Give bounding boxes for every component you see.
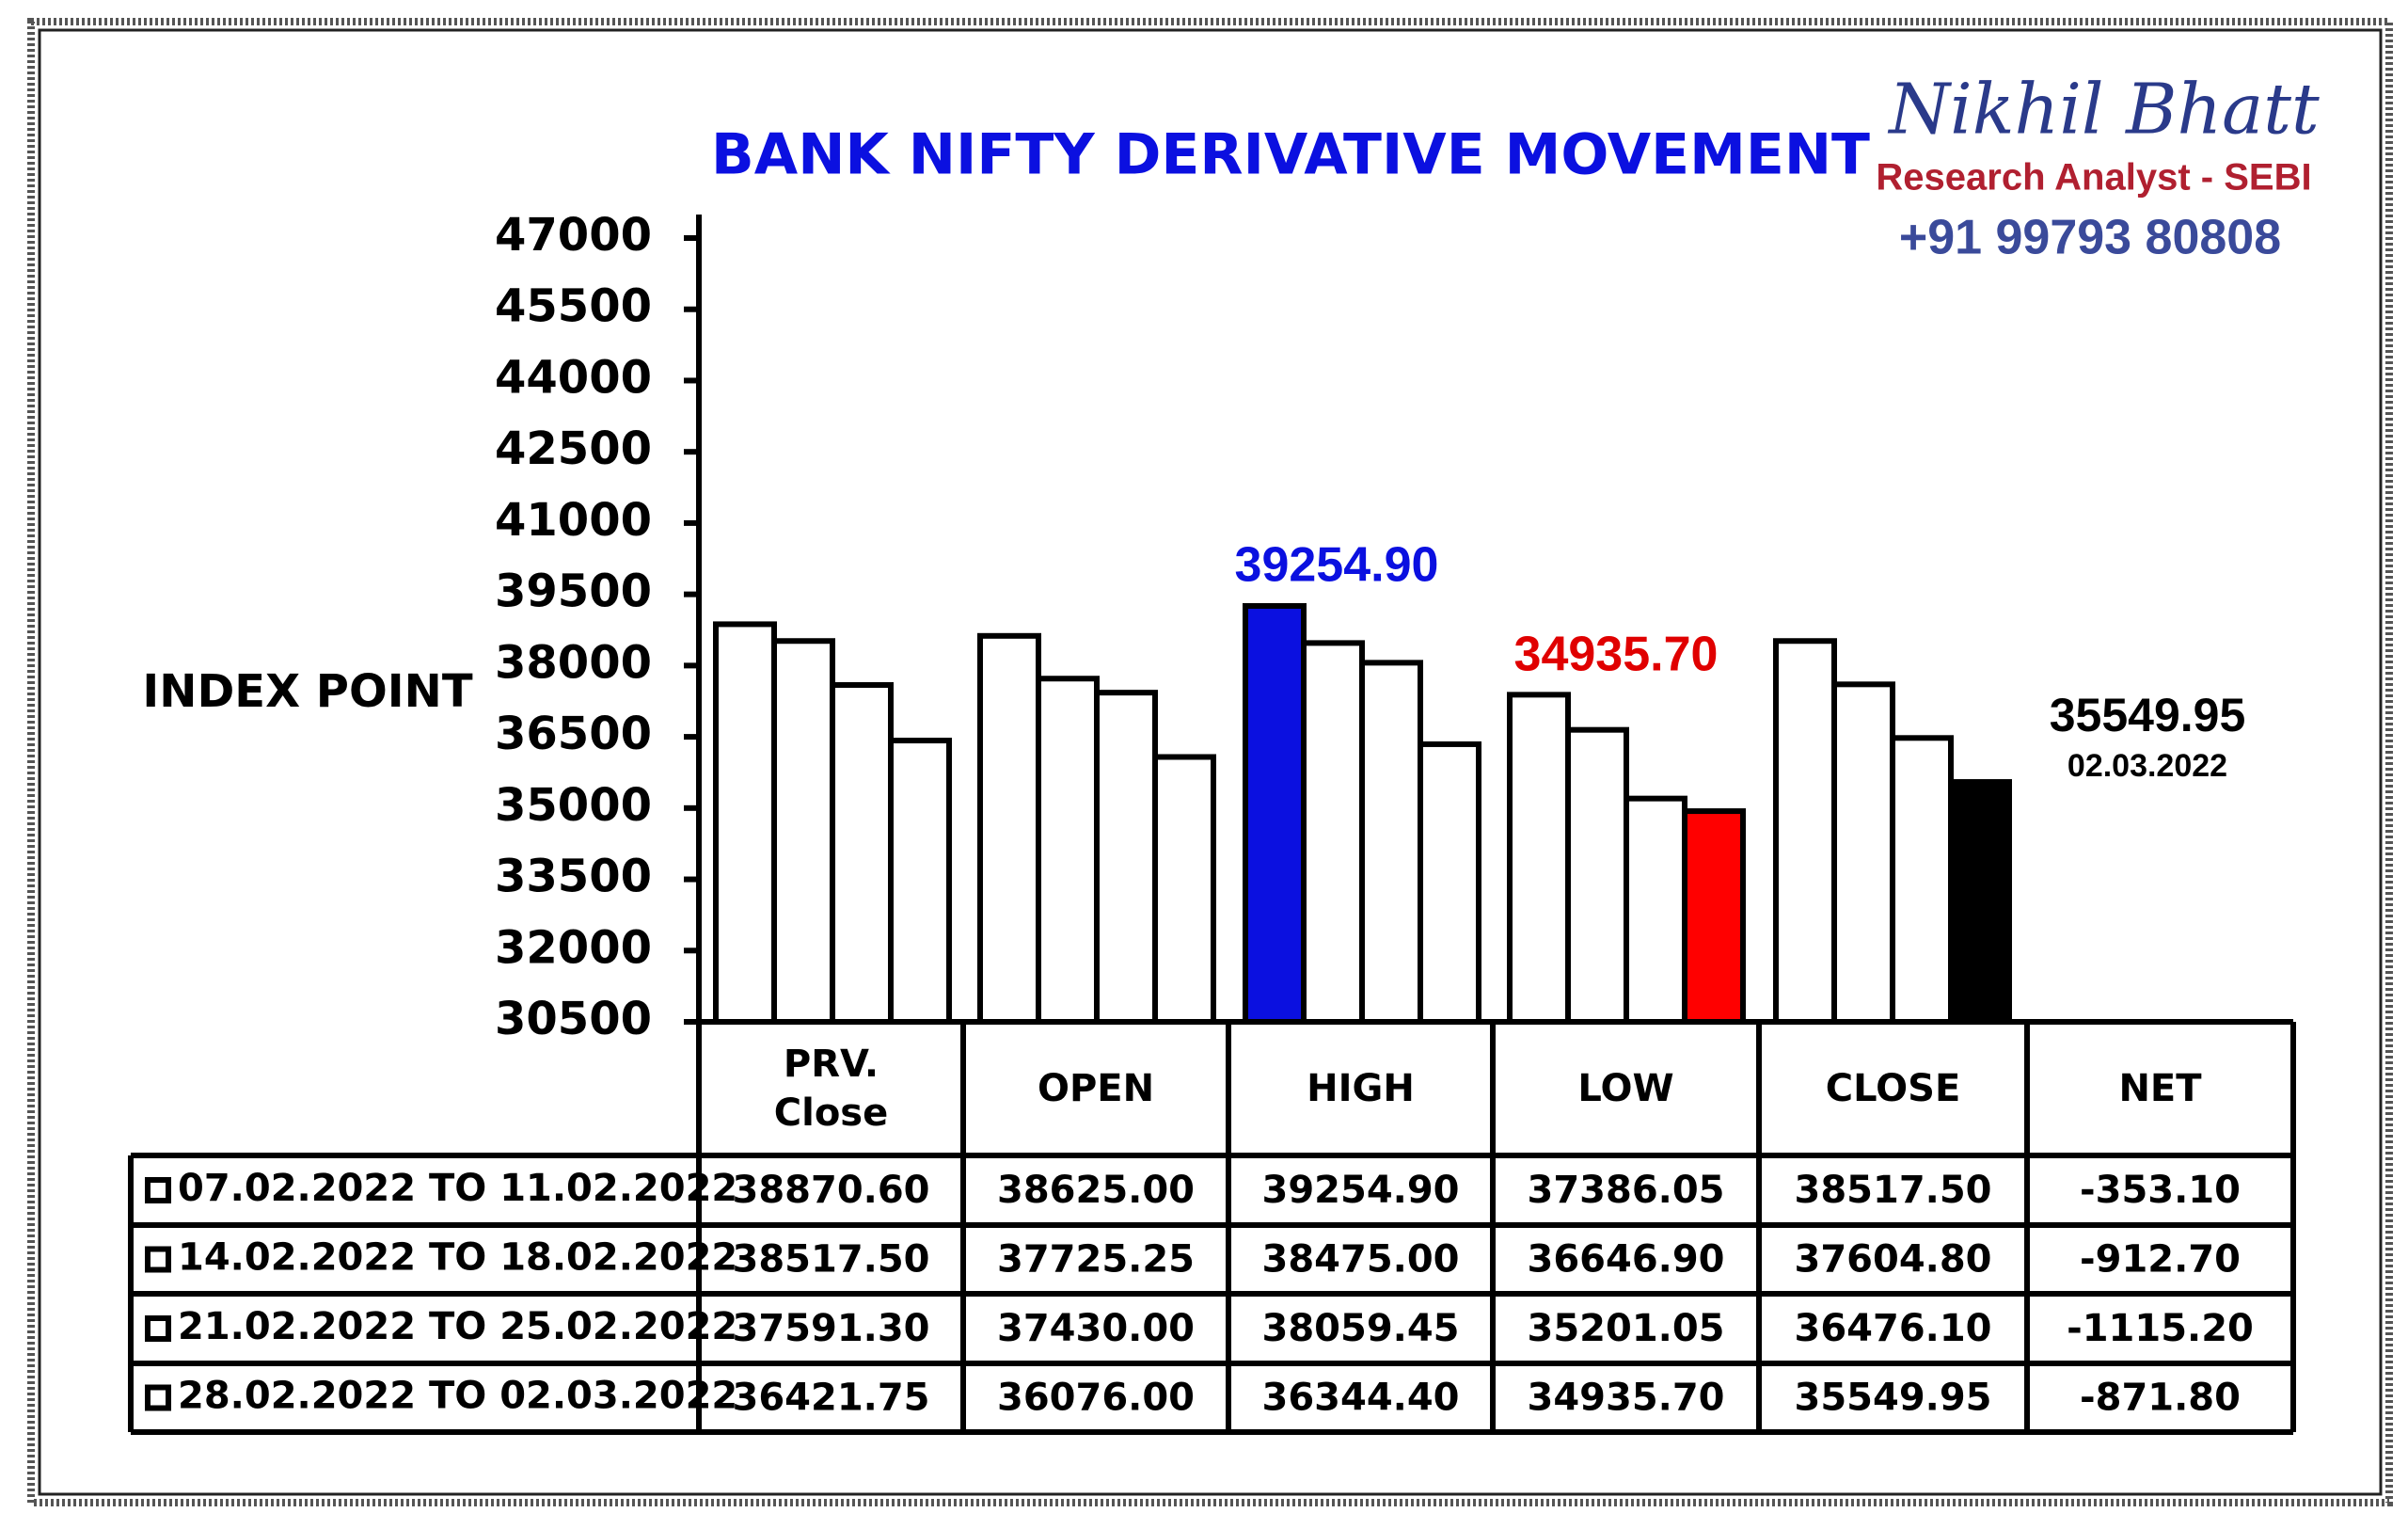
legend-icon <box>145 1177 171 1203</box>
bar <box>977 632 1041 1025</box>
column-header: OPEN <box>963 1022 1228 1155</box>
table-cell: 38625.00 <box>997 1169 1195 1212</box>
column-header-box: PRV. Close <box>699 1022 963 1155</box>
y-tick-label: 44000 <box>495 351 652 404</box>
column-header: CLOSE <box>1759 1022 2027 1155</box>
net-cell: -871.80 <box>2080 1377 2241 1420</box>
bar <box>713 621 777 1025</box>
column-header-box: HIGH <box>1228 1022 1493 1155</box>
bar <box>1890 735 1954 1025</box>
y-tick-label: 45500 <box>495 280 652 333</box>
table-cell: 36421.75 <box>732 1377 929 1420</box>
bar <box>888 738 952 1025</box>
table-cell: 38517.50 <box>1794 1169 1991 1212</box>
legend-icon <box>145 1246 171 1273</box>
bar <box>1565 726 1629 1025</box>
column-header-text: LOW <box>1577 1067 1674 1110</box>
y-tick-label: 30500 <box>495 993 652 1045</box>
net-cell: -353.10 <box>2080 1169 2241 1212</box>
bar <box>1948 779 2012 1025</box>
y-tick-label: 32000 <box>495 921 652 974</box>
table-cell: 37430.00 <box>997 1307 1195 1350</box>
column-header-box: NET <box>2027 1022 2293 1155</box>
annotation: 35549.95 <box>2050 689 2246 741</box>
legend-icon <box>145 1384 171 1411</box>
table-cell: 35201.05 <box>1527 1307 1724 1350</box>
table-cell: 38870.60 <box>732 1169 929 1212</box>
table-cell: 38059.45 <box>1261 1307 1459 1350</box>
y-tick-label: 36500 <box>495 708 652 760</box>
bar <box>1773 638 1837 1025</box>
bar <box>1831 681 1895 1025</box>
bar <box>1359 660 1423 1025</box>
legend-label: 21.02.2022 TO 25.02.2022 <box>178 1305 737 1348</box>
y-tick-label: 47000 <box>495 209 652 262</box>
column-header-box: OPEN <box>963 1022 1228 1155</box>
annotation: 02.03.2022 <box>2067 748 2227 784</box>
inner-border <box>38 28 2383 1496</box>
bar <box>830 681 894 1025</box>
annotation: 39254.90 <box>1235 538 1439 593</box>
legend-label: 14.02.2022 TO 18.02.2022 <box>178 1236 737 1280</box>
y-axis-label: INDEX POINT <box>142 665 472 718</box>
table-cell: 38517.50 <box>732 1238 929 1282</box>
table-cell: 34935.70 <box>1527 1377 1724 1420</box>
column-header: HIGH <box>1228 1022 1493 1155</box>
table-cell: 36646.90 <box>1527 1238 1724 1282</box>
table-cell: 36344.40 <box>1261 1377 1459 1420</box>
bar <box>1152 754 1216 1025</box>
column-header-text: NET <box>2118 1067 2202 1110</box>
legend-label: 28.02.2022 TO 02.03.2022 <box>178 1375 737 1418</box>
y-tick-label: 38000 <box>495 636 652 689</box>
bar <box>1418 741 1481 1025</box>
y-tick-label: 33500 <box>495 851 652 903</box>
bar <box>771 638 835 1025</box>
column-header: PRV. Close <box>699 1022 963 1155</box>
annotation: 34935.70 <box>1514 628 1719 682</box>
brand-name: Nikhil Bhatt <box>1887 69 2320 150</box>
chart-title: BANK NIFTY DERIVATIVE MOVEMENT <box>711 122 1870 188</box>
column-header-text: HIGH <box>1307 1067 1415 1110</box>
y-tick-label: 41000 <box>495 494 652 547</box>
bar <box>1682 808 1746 1025</box>
table-cell: 38475.00 <box>1261 1238 1459 1282</box>
table-cell: 35549.95 <box>1794 1377 1991 1420</box>
net-cell: -912.70 <box>2080 1238 2241 1282</box>
brand-role: Research Analyst - SEBI <box>1876 157 2311 199</box>
legend-label: 07.02.2022 TO 11.02.2022 <box>178 1167 737 1210</box>
bar <box>1094 690 1158 1025</box>
column-header: LOW <box>1493 1022 1759 1155</box>
column-header-box: LOW <box>1493 1022 1759 1155</box>
net-cell: -1115.20 <box>2067 1307 2254 1350</box>
table-cell: 37386.05 <box>1527 1169 1724 1212</box>
table-cell: 37604.80 <box>1794 1238 1991 1282</box>
table-cell: 37591.30 <box>732 1307 929 1350</box>
column-header-text: CLOSE <box>1825 1067 1961 1110</box>
table-cell: 36076.00 <box>997 1377 1195 1420</box>
legend-icon <box>145 1315 171 1342</box>
column-header-text: OPEN <box>1037 1067 1155 1110</box>
y-tick-label: 42500 <box>495 422 652 475</box>
bar <box>1624 795 1687 1026</box>
column-header: NET <box>2027 1022 2293 1155</box>
y-tick-label: 39500 <box>495 565 652 618</box>
table-cell: 37725.25 <box>997 1238 1195 1282</box>
table-cell: 39254.90 <box>1261 1169 1459 1212</box>
bar <box>1507 692 1571 1026</box>
brand-phone: +91 99793 80808 <box>1899 211 2281 265</box>
bar <box>1036 676 1100 1026</box>
column-header-box: CLOSE <box>1759 1022 2027 1155</box>
bar <box>1243 603 1307 1025</box>
column-header-text: PRV. Close <box>773 1043 889 1135</box>
table-cell: 36476.10 <box>1794 1307 1991 1350</box>
y-tick-label: 35000 <box>495 779 652 832</box>
bar <box>1301 640 1365 1026</box>
